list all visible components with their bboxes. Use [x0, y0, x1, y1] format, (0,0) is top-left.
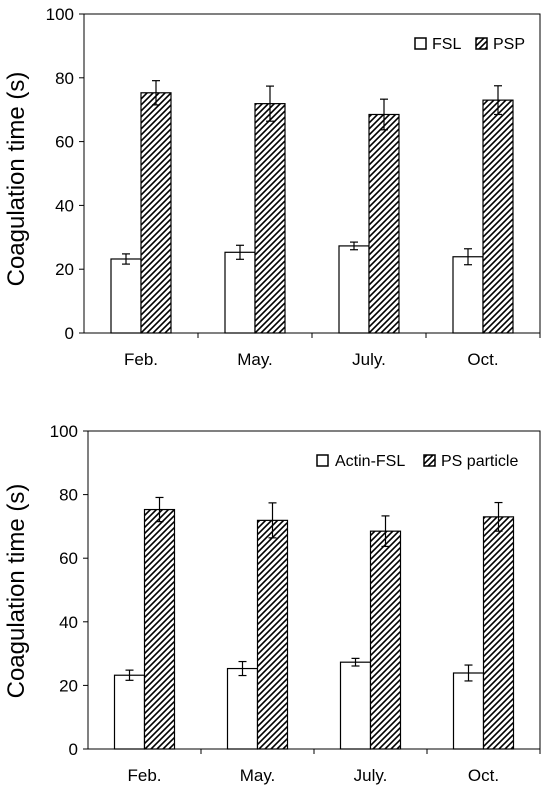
y-tick-label: 20	[55, 260, 74, 279]
y-axis-ticks: 0 20 40 60 80 100	[46, 5, 84, 343]
y-tick-label: 80	[59, 486, 78, 505]
y-tick-label: 100	[50, 422, 78, 441]
plot-area	[83, 13, 541, 338]
legend-swatch-ps-particle	[423, 454, 436, 467]
y-tick-label: 80	[55, 69, 74, 88]
y-tick-label: 60	[55, 133, 74, 152]
bar-psp-oct	[482, 99, 514, 334]
chart-top: Coagulation time (s) 0 20 40 60 80 100 Feb. Ma…	[3, 5, 541, 369]
bar-fsl-oct	[452, 256, 484, 334]
bar-actin-fsl-oct	[452, 672, 485, 750]
bar-ps-particle-oct	[482, 516, 515, 750]
legend-label-actin-fsl: Actin-FSL	[335, 453, 405, 470]
x-tick-label: July.	[354, 766, 388, 785]
legend-label-fsl: FSL	[432, 36, 461, 53]
bar-actin-fsl-feb	[113, 674, 146, 750]
bar-psp-july	[368, 113, 400, 334]
bar-psp-feb	[140, 92, 172, 334]
y-axis-label: Coagulation time (s)	[3, 484, 30, 699]
y-tick-label: 0	[65, 324, 74, 343]
y-tick-label: 100	[46, 5, 74, 24]
chart-bottom: Coagulation time (s) 0 20 40 60 80 100 Feb. Ma…	[3, 422, 541, 785]
y-axis-label: Coagulation time (s)	[3, 72, 30, 287]
y-tick-label: 60	[59, 549, 78, 568]
legend: Actin-FSL PS particle	[316, 453, 518, 470]
legend-swatch-fsl	[414, 37, 427, 50]
legend: FSL PSP	[414, 36, 525, 53]
x-tick-label: Feb.	[127, 766, 161, 785]
bar-actin-fsl-may	[226, 667, 259, 750]
y-tick-label: 0	[69, 740, 78, 759]
bar-fsl-may	[224, 251, 256, 334]
y-tick-label: 40	[55, 196, 74, 215]
y-tick-label: 40	[59, 613, 78, 632]
x-tick-label: Feb.	[124, 350, 158, 369]
y-tick-label: 20	[59, 676, 78, 695]
bar-fsl-july	[338, 245, 370, 334]
legend-label-ps-particle: PS particle	[441, 453, 518, 470]
x-tick-label: Oct.	[468, 766, 499, 785]
bar-ps-particle-feb	[143, 508, 176, 750]
x-tick-label: Oct.	[467, 350, 498, 369]
legend-swatch-psp	[475, 37, 488, 50]
legend-swatch-actin-fsl	[316, 454, 329, 467]
plot-area	[87, 430, 541, 754]
bar-actin-fsl-july	[339, 661, 372, 750]
bar-fsl-feb	[110, 258, 142, 334]
bar-psp-may	[254, 103, 286, 334]
x-tick-label: July.	[352, 350, 386, 369]
y-axis-ticks: 0 20 40 60 80 100	[50, 422, 88, 759]
bar-ps-particle-may	[256, 519, 289, 750]
x-tick-label: May.	[240, 766, 276, 785]
bar-ps-particle-july	[369, 530, 402, 750]
legend-label-psp: PSP	[493, 36, 525, 53]
x-axis-tick-labels: Feb. May. July. Oct.	[124, 350, 499, 369]
x-axis-tick-labels: Feb. May. July. Oct.	[127, 766, 499, 785]
x-tick-label: May.	[237, 350, 273, 369]
